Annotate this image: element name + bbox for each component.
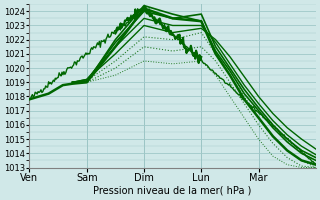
X-axis label: Pression niveau de la mer( hPa ): Pression niveau de la mer( hPa ) — [93, 186, 252, 196]
